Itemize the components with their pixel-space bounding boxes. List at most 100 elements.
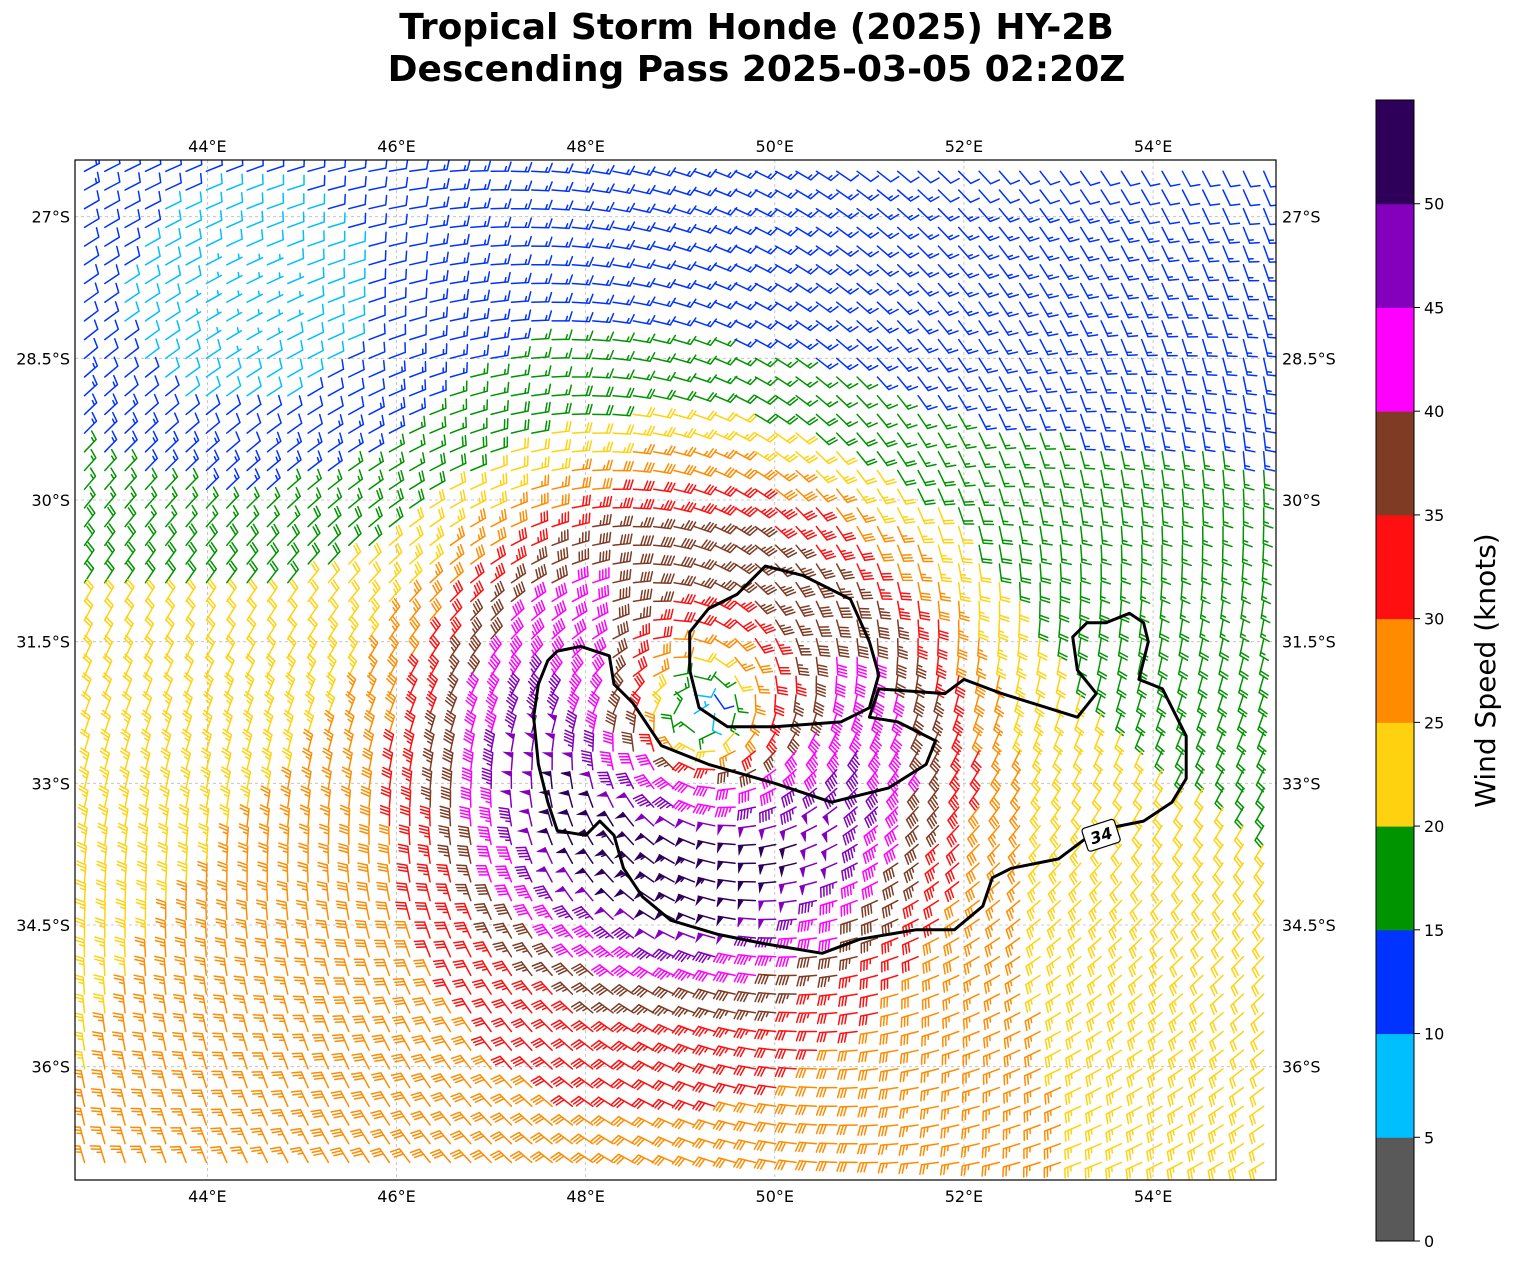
- wind-barb-836: [287, 413, 303, 434]
- wind-barb-211: [774, 226, 799, 237]
- wind-barb-2592: [1189, 974, 1204, 997]
- wind-barb-292: [1222, 245, 1240, 263]
- wind-barb-1030: [632, 480, 655, 492]
- wind-barb-1609: [407, 653, 419, 677]
- wind-barb-2531: [1148, 955, 1163, 978]
- wind-barb-1578: [975, 656, 987, 680]
- wind-barb-987: [957, 469, 976, 487]
- wind-barb-2257: [376, 862, 391, 883]
- wind-barb-510: [856, 320, 879, 334]
- wind-barb-3040: [692, 1119, 716, 1131]
- wind-barb-1621: [652, 658, 670, 677]
- wind-barb-1321: [551, 564, 568, 584]
- wind-barb-3069: [89, 1126, 106, 1145]
- wind-barb-2792: [451, 1035, 472, 1051]
- wind-barb-flag-2098: [738, 826, 745, 839]
- wind-barb-1061: [1262, 488, 1275, 510]
- wind-barb-2078: [339, 804, 351, 827]
- wind-barb-1783: [344, 709, 355, 734]
- wind-barb-1455: [876, 619, 891, 640]
- wind-barb-3176: [1064, 1161, 1082, 1179]
- wind-barb-2510: [712, 952, 736, 965]
- wind-barb-2672: [412, 997, 431, 1014]
- wind-barb-1948: [99, 766, 110, 790]
- wind-barb-2901: [271, 1071, 289, 1089]
- wind-barb-593: [144, 338, 160, 360]
- wind-barb-824: [1242, 413, 1257, 434]
- wind-barb-2596: [75, 974, 86, 995]
- wind-barb-2299: [1232, 881, 1245, 905]
- wind-barb-860: [774, 432, 799, 444]
- wind-barb-678: [673, 373, 697, 383]
- wind-barb-1710: [1257, 694, 1268, 718]
- wind-barb-761: [1161, 394, 1177, 414]
- wind-barb-1721: [284, 690, 295, 715]
- colorbar-bin-10: [1376, 100, 1414, 205]
- wind-barb-2188: [177, 841, 189, 864]
- wind-barb-299: [165, 246, 182, 266]
- wind-barb-3048: [857, 1124, 879, 1136]
- wind-barb-2522: [963, 955, 980, 976]
- wind-barb-1897: [261, 747, 273, 771]
- wind-barb-509: [835, 320, 859, 333]
- wind-barb-2994: [961, 1105, 980, 1122]
- wind-barb-2233: [1089, 862, 1102, 886]
- wind-barb-3171: [960, 1161, 980, 1177]
- wind-barb-1303: [185, 560, 197, 584]
- wind-barb-928: [957, 451, 977, 468]
- wind-barb-2979: [651, 1098, 675, 1110]
- wind-barb-851: [592, 423, 614, 434]
- wind-barb-142: [571, 201, 595, 212]
- wind-barb-2542: [174, 955, 187, 977]
- wind-barb-1734: [546, 690, 560, 715]
- wind-barb-737: [673, 390, 697, 402]
- wind-barb-372: [449, 270, 470, 285]
- wind-barb-2620: [551, 981, 574, 995]
- wind-barb-1859: [671, 742, 696, 752]
- wind-barb-308: [348, 249, 366, 266]
- wind-barb-901: [409, 433, 426, 453]
- wind-barb-1300: [124, 560, 136, 584]
- wind-barb-2782: [252, 1033, 269, 1051]
- wind-barb-687: [856, 376, 879, 390]
- wind-barb-2038: [714, 806, 736, 818]
- wind-barb-2502: [551, 943, 574, 958]
- wind-barb-624: [774, 357, 799, 369]
- wind-barb-1412: [1199, 600, 1210, 624]
- wind-barb-1313: [388, 561, 402, 584]
- wind-barb-1627: [774, 675, 789, 696]
- wind-barb-1779: [263, 709, 274, 734]
- wind-barb-1995: [1050, 787, 1062, 811]
- wind-barb-2036: [671, 799, 696, 813]
- wind-barb-528: [1222, 320, 1239, 339]
- wind-barb-1864: [784, 750, 798, 773]
- wind-barb-1062: [83, 485, 96, 509]
- wind-barb-1291: [1140, 563, 1152, 585]
- wind-barb-2640: [962, 993, 980, 1012]
- wind-barb-101: [937, 189, 960, 203]
- wind-barb-1718: [223, 690, 234, 715]
- wind-barb-1316: [449, 561, 464, 584]
- wind-barb-2536: [1251, 955, 1265, 979]
- wind-barb-1096: [774, 507, 798, 520]
- wind-barb-1835: [201, 728, 212, 752]
- wind-barb-717: [266, 376, 283, 397]
- wind-barb-997: [1161, 469, 1175, 490]
- wind-barb-2399: [860, 918, 879, 936]
- wind-barb-536: [185, 320, 202, 341]
- wind-barb-2249: [217, 861, 228, 883]
- wind-barb-1511: [815, 638, 831, 657]
- wind-barb-1789: [464, 709, 477, 734]
- wind-barb-2083: [439, 805, 452, 827]
- wind-barb-2646: [1086, 993, 1102, 1014]
- wind-barb-2283: [903, 881, 919, 902]
- wind-barb-3185: [1248, 1161, 1265, 1180]
- wind-barb-1505: [693, 634, 717, 645]
- wind-barb-2145: [497, 826, 513, 846]
- wind-barb-261: [592, 239, 615, 250]
- wind-barb-986: [937, 469, 956, 487]
- wind-barb-1975: [633, 774, 655, 790]
- wind-barb-3005: [1187, 1105, 1204, 1126]
- wind-barb-2322: [494, 884, 513, 902]
- wind-barb-212: [795, 226, 819, 237]
